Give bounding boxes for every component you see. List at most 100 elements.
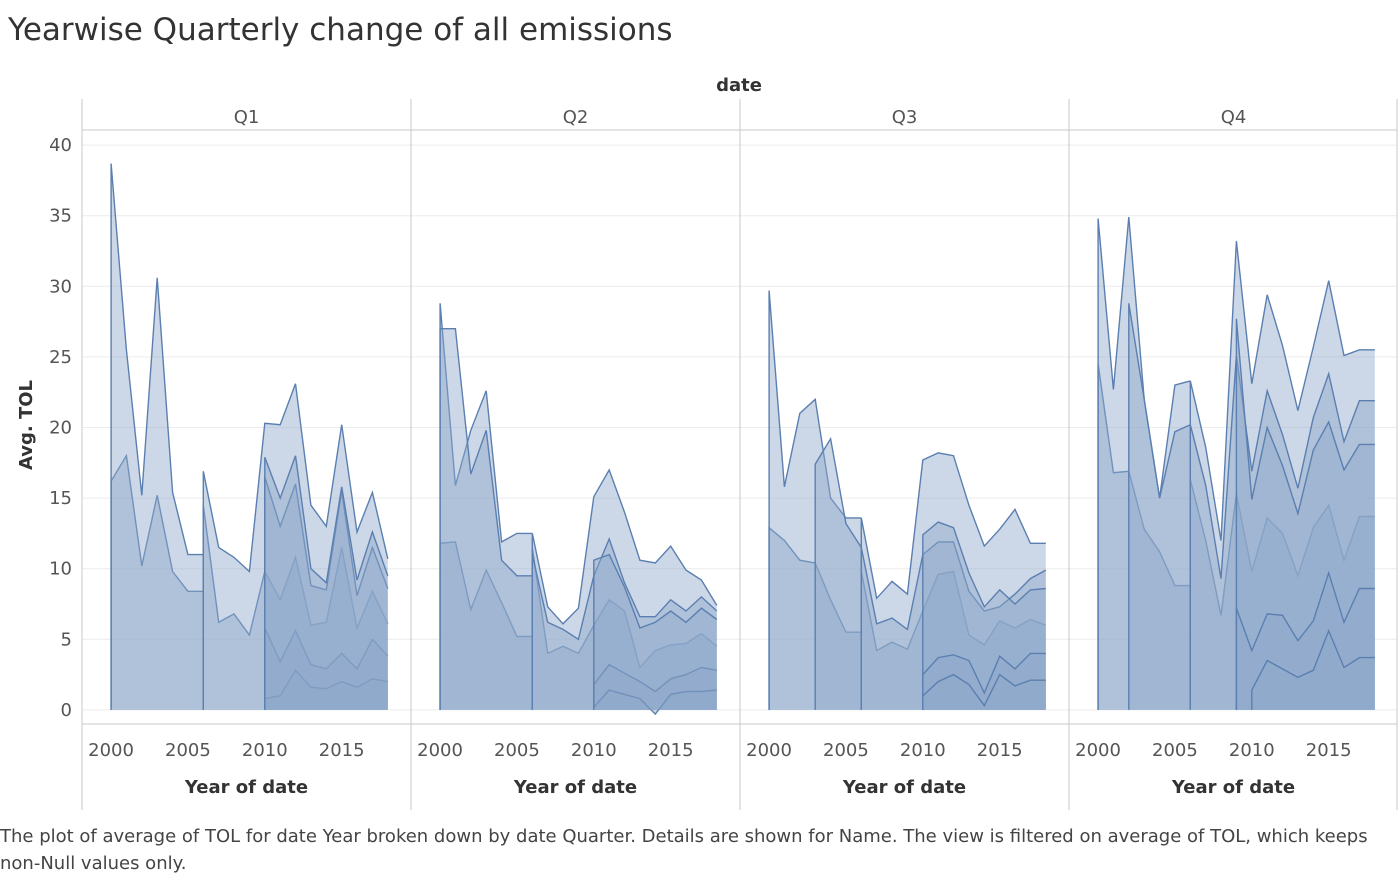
x-tick-label: 2005 — [1152, 740, 1198, 761]
series-line — [531, 537, 718, 710]
series-line — [439, 328, 533, 710]
quarter-header: Q1 — [234, 107, 260, 128]
area-fill — [440, 303, 533, 710]
area-fill — [264, 670, 388, 710]
x-tick-label: 2000 — [1075, 740, 1121, 761]
area-fill — [264, 476, 388, 710]
chart-svg: 0 5 10 15 20 25 30 35 40 Q1 2000 2005 2010 2015 Year … — [16, 75, 1398, 810]
series-line — [264, 476, 389, 710]
x-axis-title: Year of date — [842, 777, 966, 798]
series-line — [1097, 217, 1191, 710]
x-axis-title: Year of date — [1171, 777, 1295, 798]
series-line — [202, 505, 389, 710]
x-tick-label: 2005 — [165, 740, 211, 761]
area-fill — [111, 455, 204, 710]
x-tick-label: 2000 — [417, 740, 463, 761]
x-tick-label: 2005 — [494, 740, 540, 761]
series-line — [814, 436, 862, 710]
area-fill — [593, 554, 717, 710]
x-tick-label: 2010 — [1229, 740, 1275, 761]
series-line — [1235, 318, 1375, 710]
area-fill — [922, 653, 1046, 710]
series-line — [531, 547, 718, 710]
y-axis-title: Avg. TOL — [16, 380, 37, 470]
series-line — [593, 689, 717, 716]
y-tick-label: 40 — [49, 135, 72, 156]
area-fill — [1098, 217, 1191, 710]
series-line — [531, 468, 718, 710]
series-line — [1189, 479, 1375, 710]
y-tick-label: 5 — [61, 629, 72, 650]
area-fill — [440, 541, 533, 710]
panel-labels: Q1 2000 2005 2010 2015 Year of date Q2 2000 2005… — [88, 107, 1351, 798]
series-line — [860, 570, 1047, 710]
series-line — [593, 553, 718, 710]
series-line — [202, 383, 389, 710]
quarter-header: Q2 — [563, 107, 589, 128]
y-tick-label: 15 — [49, 488, 72, 509]
chart-title: Yearwise Quarterly change of all emissio… — [8, 12, 673, 48]
series-line — [1189, 355, 1375, 710]
x-tick-label: 2015 — [319, 740, 365, 761]
series-line — [922, 673, 1046, 710]
x-tick-label: 2005 — [823, 740, 869, 761]
series-line — [768, 290, 862, 710]
area-fill — [815, 438, 862, 710]
area-fill — [1098, 364, 1191, 710]
x-tick-label: 2015 — [648, 740, 694, 761]
series-line — [264, 669, 388, 710]
area-fill — [532, 547, 717, 710]
series-line — [922, 652, 1046, 710]
column-header: date — [716, 75, 762, 96]
series-line — [264, 455, 389, 710]
series-line — [768, 526, 862, 710]
series-line — [860, 541, 1047, 710]
area-fill — [861, 452, 1046, 710]
series-line — [860, 452, 1046, 710]
area-fill — [861, 541, 1046, 710]
panel-frame — [81, 99, 1398, 810]
y-tick-label: 20 — [49, 418, 72, 439]
area-fill — [532, 469, 717, 710]
series-line — [439, 541, 533, 710]
area-marks — [110, 163, 1375, 716]
x-tick-label: 2015 — [977, 740, 1023, 761]
series-line — [922, 521, 1046, 710]
area-fill — [440, 328, 533, 710]
y-tick-label: 35 — [49, 206, 72, 227]
area-fill — [593, 690, 717, 715]
x-axis-title: Year of date — [513, 777, 637, 798]
series-line — [1251, 628, 1375, 710]
quarter-header: Q4 — [1221, 107, 1247, 128]
y-tick-label: 0 — [61, 700, 72, 721]
series-line — [1128, 303, 1191, 710]
x-tick-label: 2010 — [571, 740, 617, 761]
area-fill — [203, 383, 388, 710]
series-line — [1189, 241, 1375, 710]
area-fill — [203, 505, 388, 710]
quarter-header: Q3 — [892, 107, 918, 128]
x-tick-label: 2015 — [1306, 740, 1352, 761]
x-axis-title: Year of date — [184, 777, 308, 798]
area-fill — [593, 664, 717, 710]
y-tick-label: 30 — [49, 276, 72, 297]
series-line — [593, 663, 717, 710]
chart-caption: The plot of average of TOL for date Year… — [0, 826, 1368, 874]
series-line — [439, 303, 533, 710]
x-tick-label: 2010 — [900, 740, 946, 761]
area-fill — [922, 674, 1046, 710]
x-tick-label: 2000 — [88, 740, 134, 761]
area-fill — [1236, 572, 1375, 710]
series-line — [1097, 363, 1191, 710]
x-tick-label: 2010 — [242, 740, 288, 761]
area-fill — [111, 163, 204, 710]
area-fill — [1128, 303, 1191, 710]
x-tick-label: 2000 — [746, 740, 792, 761]
series-line — [1235, 570, 1375, 710]
area-fill — [532, 539, 717, 710]
series-line — [264, 627, 389, 710]
y-axis: 0 5 10 15 20 25 30 35 40 — [49, 135, 72, 721]
series-line — [110, 163, 204, 710]
series-line — [110, 453, 204, 710]
y-tick-label: 25 — [49, 347, 72, 368]
